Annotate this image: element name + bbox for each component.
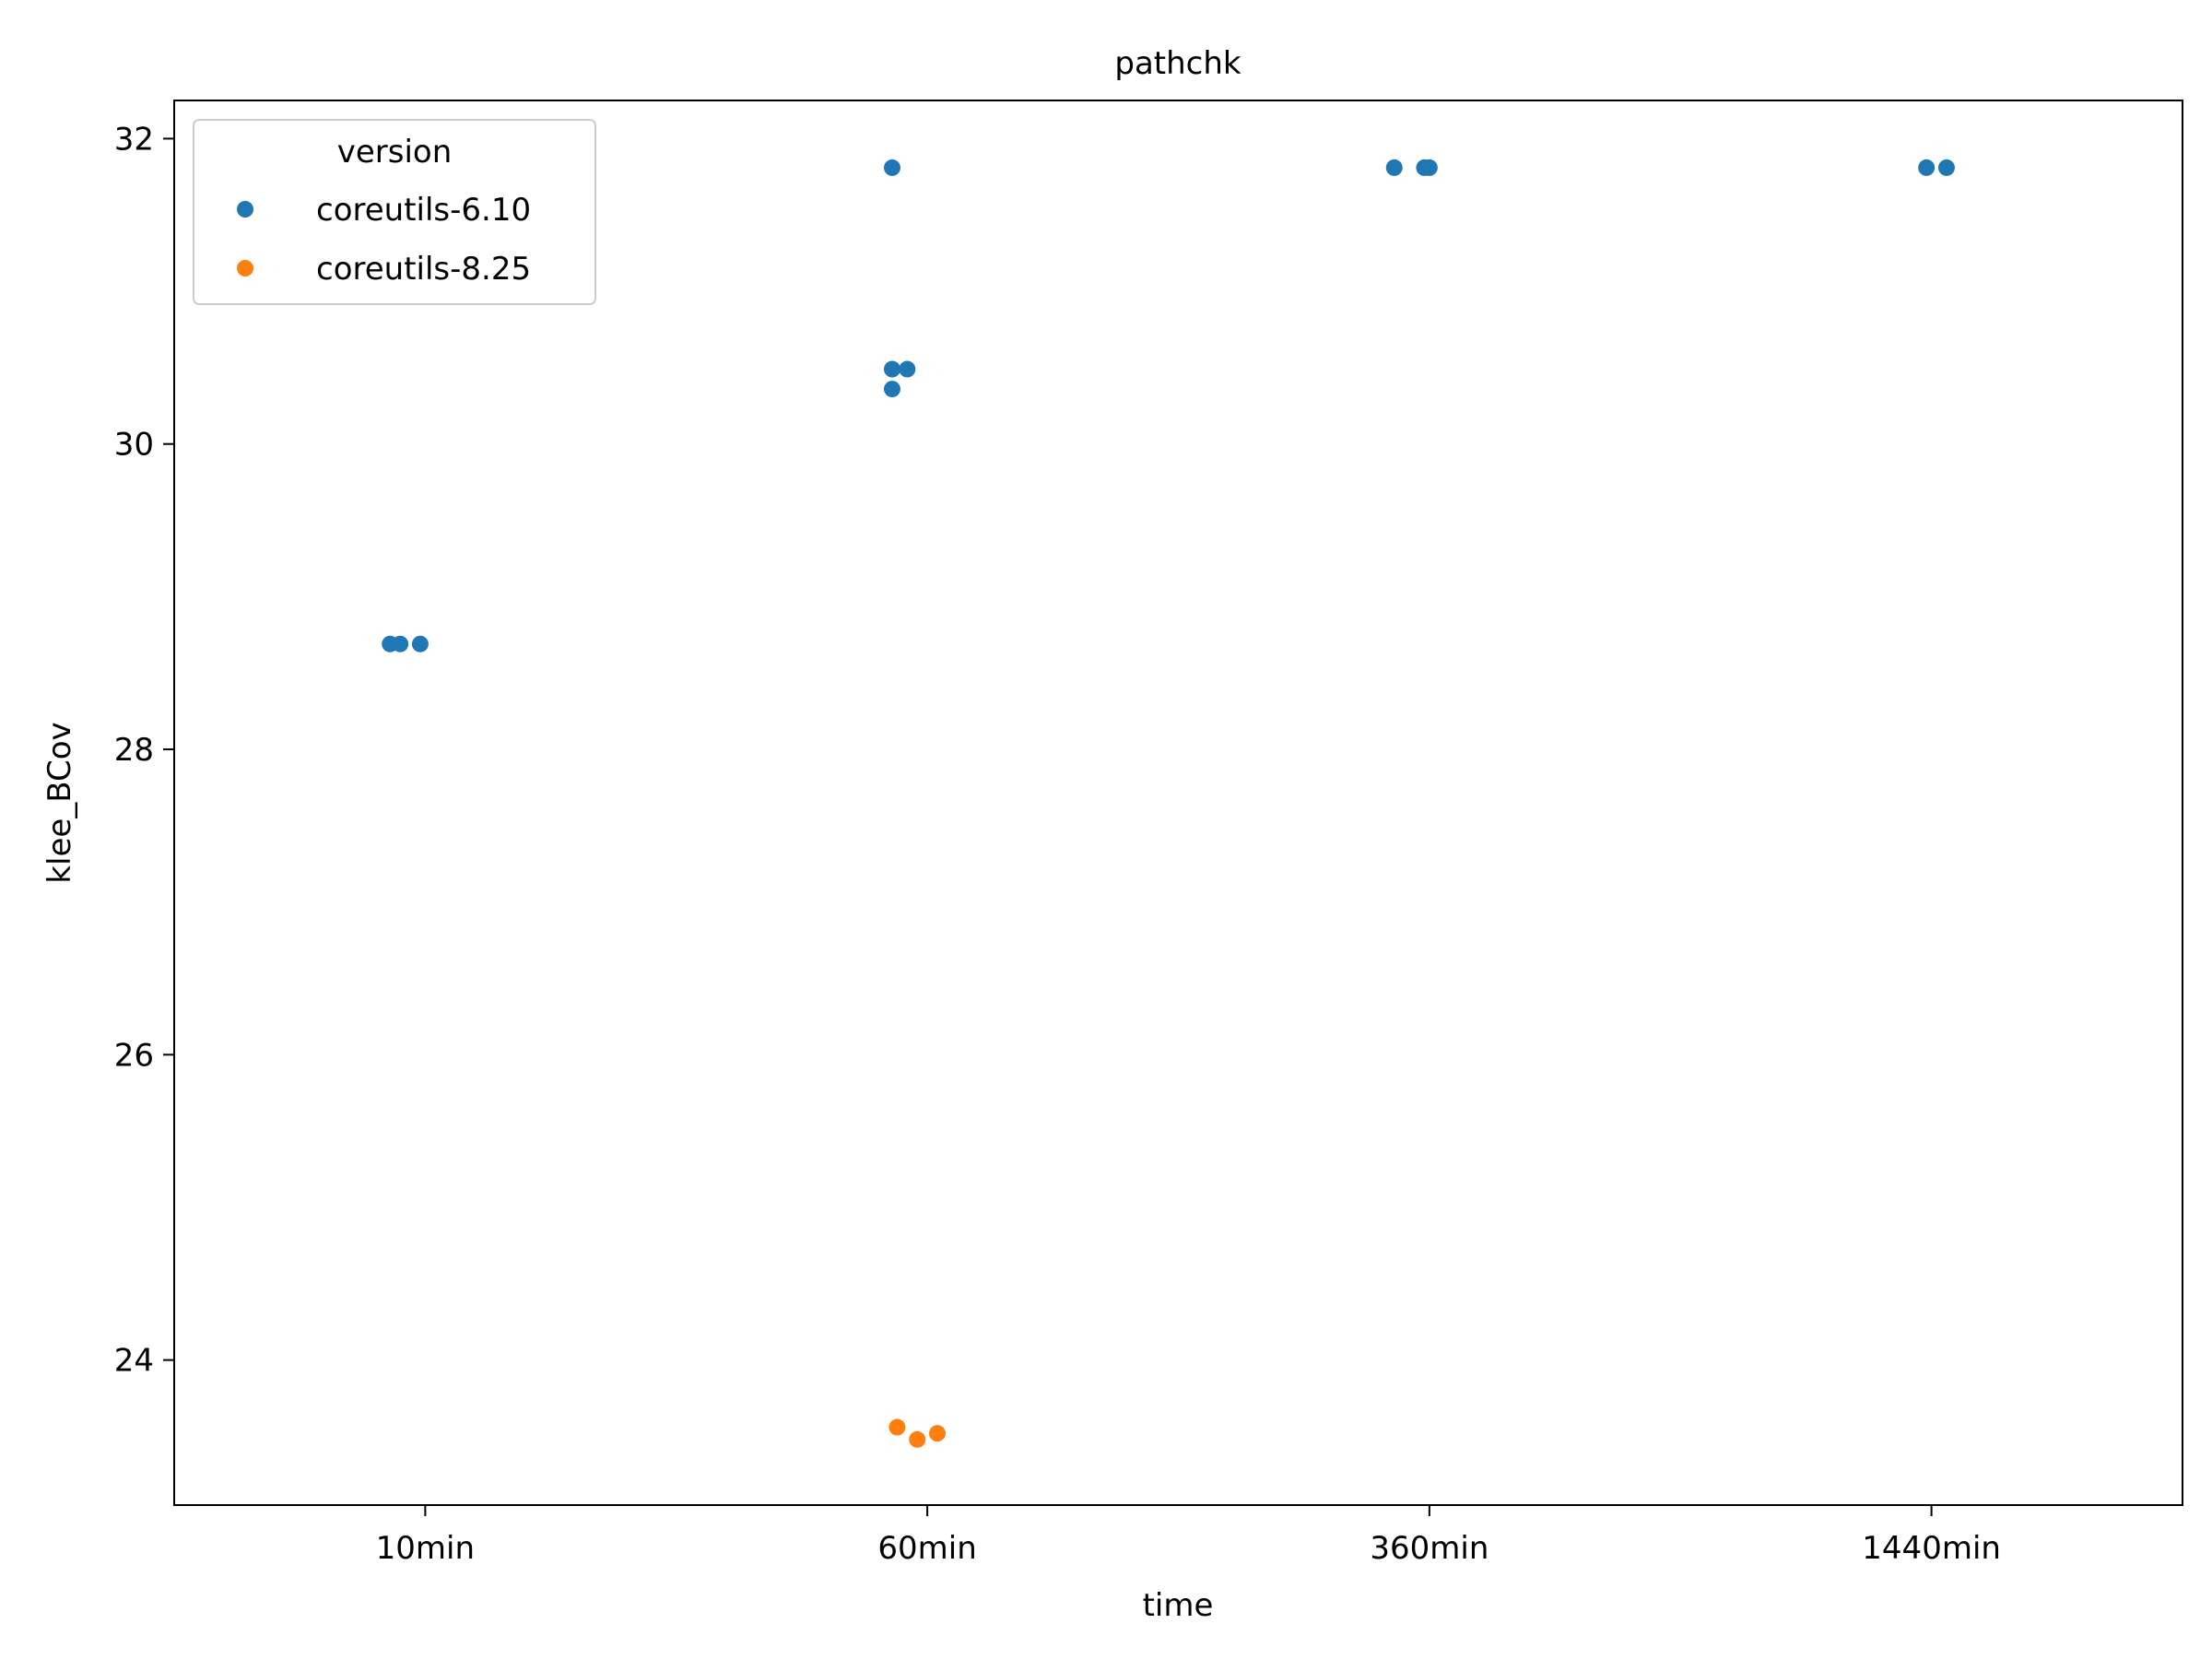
plot-area: [382, 159, 1955, 1448]
x-tick-label: 360min: [1370, 1530, 1488, 1567]
x-tick-label: 10min: [376, 1530, 475, 1567]
data-point: [883, 159, 900, 176]
legend: version coreutils-6.10 coreutils-8.25: [193, 119, 596, 305]
data-point: [899, 360, 916, 378]
y-tick-label: 26: [114, 1037, 154, 1074]
data-point: [1937, 159, 1955, 176]
data-point: [883, 381, 900, 398]
data-point: [1420, 159, 1438, 176]
legend-label-coreutils-6-10: coreutils-6.10: [316, 192, 531, 229]
data-point: [411, 635, 429, 653]
x-axis: 10min 60min 360min 1440min: [376, 1505, 2001, 1567]
data-point: [392, 635, 409, 653]
axes-frame: [173, 100, 2183, 1506]
data-point: [929, 1425, 947, 1442]
chart-title: pathchk: [1114, 45, 1241, 82]
y-tick-label: 24: [114, 1343, 154, 1380]
legend-box: [193, 119, 596, 305]
y-tick-label: 30: [114, 427, 154, 464]
y-tick-label: 32: [114, 121, 154, 158]
y-axis-label: klee_BCov: [41, 722, 78, 883]
x-tick-label: 60min: [877, 1530, 976, 1567]
legend-label-coreutils-8-25: coreutils-8.25: [316, 251, 531, 288]
legend-marker-coreutils-8-25: [237, 260, 253, 276]
y-tick-label: 28: [114, 732, 154, 769]
data-point: [1918, 159, 1936, 176]
legend-title: version: [337, 134, 453, 171]
data-point: [888, 1418, 906, 1436]
data-point: [1385, 159, 1403, 176]
data-point: [909, 1430, 926, 1448]
y-axis: 24 26 28 30 32: [114, 121, 174, 1380]
legend-marker-coreutils-6-10: [237, 201, 253, 218]
x-axis-label: time: [1143, 1587, 1214, 1624]
data-point: [883, 360, 900, 378]
x-tick-label: 1440min: [1862, 1530, 2001, 1567]
